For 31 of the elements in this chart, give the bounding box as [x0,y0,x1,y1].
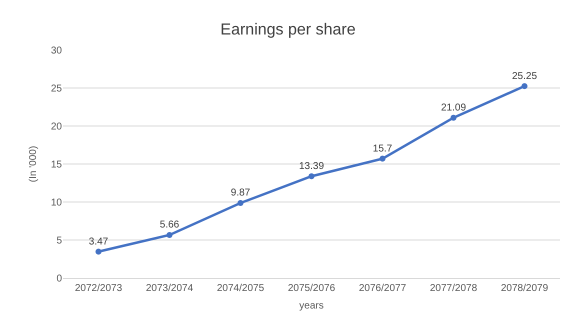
point [238,200,244,206]
point [96,248,102,255]
x-tick-label: 2078/2079 [500,283,549,294]
point [380,156,386,162]
data-label: 25.25 [512,70,538,82]
data-label: 13.39 [298,160,324,172]
x-tick-label: 2074/2075 [216,283,265,294]
y-tick-label: 5 [56,236,62,246]
y-tick-label: 20 [50,122,62,132]
y-tick-label: 10 [50,198,62,208]
y-tick-label: 15 [50,160,62,170]
data-label: 21.09 [440,102,466,114]
point [450,114,456,121]
y-tick-label: 25 [50,84,62,94]
y-tick-label: 30 [50,46,62,56]
chart-title: Earnings per share [220,22,356,39]
x-axis-title: years [299,300,324,312]
x-tick-label: 2076/2077 [358,283,407,294]
point [522,83,528,90]
point [166,232,172,238]
point [308,173,314,180]
x-tick-label: 2072/2073 [74,283,123,294]
data-label: 5.66 [160,220,180,231]
data-label: 15.7 [372,143,393,154]
data-label: 3.47 [88,236,109,248]
y-axis-title: (In '000) [28,146,39,182]
data-label: 9.87 [230,188,251,199]
x-tick-label: 2073/2074 [146,283,194,294]
y-tick-label: 0 [56,274,62,284]
x-tick-label: 2077/2078 [430,283,478,294]
x-tick-label: 2075/2076 [288,283,336,294]
